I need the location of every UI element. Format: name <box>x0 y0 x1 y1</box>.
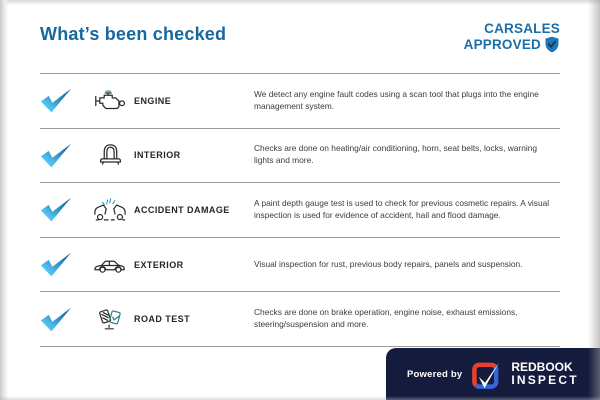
engine-icon <box>86 89 134 113</box>
inspect-label: INSPECT <box>511 373 579 387</box>
check-row-accident-damage: ACCIDENT DAMAGE A paint depth gauge test… <box>40 183 560 238</box>
check-row-engine: ENGINE We detect any engine fault codes … <box>40 74 560 129</box>
row-label: ROAD TEST <box>134 314 191 325</box>
row-label: ACCIDENT DAMAGE <box>134 204 230 215</box>
car-side-icon <box>86 255 134 275</box>
row-label: INTERIOR <box>134 150 181 161</box>
check-row-exterior: EXTERIOR Visual inspection for rust, pre… <box>40 238 560 293</box>
photo-edge-left <box>0 0 9 400</box>
blue-tick-icon <box>40 196 86 223</box>
blue-tick-icon <box>40 251 86 278</box>
photo-edge-top <box>0 0 600 5</box>
redbook-check-logo <box>471 359 502 390</box>
blue-tick-icon <box>40 87 86 114</box>
blue-tick-icon <box>40 142 86 169</box>
blue-tick-icon <box>40 306 86 333</box>
checklist: ENGINE We detect any engine fault codes … <box>40 73 560 347</box>
shield-check-icon <box>544 36 560 53</box>
photo-edge-right <box>588 0 600 400</box>
carsales-approved-logo: CARSALES APPROVED <box>464 21 560 53</box>
row-description: Checks are done on brake operation, engi… <box>254 307 518 330</box>
brand-line-approved: APPROVED <box>463 37 541 53</box>
check-row-road-test: ROAD TEST Checks are done on brake opera… <box>40 292 560 347</box>
row-description: A paint depth gauge test is used to chec… <box>254 198 550 220</box>
row-label: EXTERIOR <box>134 259 184 270</box>
seat-icon <box>86 142 134 168</box>
collision-icon <box>86 196 134 223</box>
powered-by-banner: Powered by REDBOOK INSPECT <box>386 348 600 400</box>
row-label: ENGINE <box>134 95 172 106</box>
powered-by-label: Powered by <box>407 368 463 380</box>
redbook-inspect-wordmark: REDBOOK INSPECT <box>511 361 578 387</box>
row-description: Checks are done on heating/air condition… <box>254 143 538 166</box>
row-description: We detect any engine fault codes using a… <box>254 88 539 111</box>
check-row-interior: INTERIOR Checks are done on heating/air … <box>40 129 560 184</box>
row-description: Visual inspection for rust, previous bod… <box>254 258 523 269</box>
brand-line-carsales: CARSALES <box>484 21 560 36</box>
redbook-label: REDBOOK <box>511 360 573 375</box>
page-title: What’s been checked <box>40 24 227 44</box>
road-test-flags-icon <box>86 306 134 332</box>
